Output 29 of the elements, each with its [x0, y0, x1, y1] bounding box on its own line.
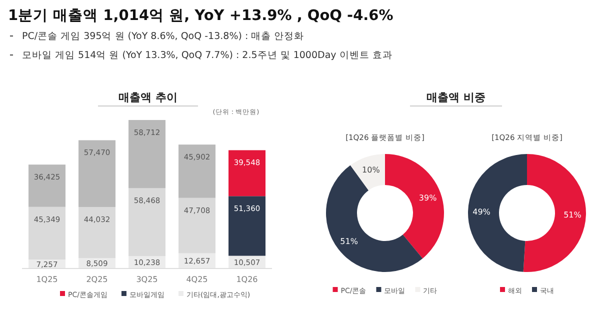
bar [128, 188, 166, 256]
bar [28, 164, 66, 207]
donut-slice [523, 154, 586, 272]
bar [128, 120, 166, 188]
bar [228, 150, 266, 196]
donut-slice [385, 154, 444, 258]
bar [28, 206, 66, 260]
data-label: 51% [340, 236, 358, 246]
chart-title: 매출액 추이 [118, 91, 178, 104]
x-tick-label: 2Q25 [86, 275, 108, 284]
donut-slice [468, 154, 527, 272]
text: 1분기 매출액 1,014억 원, YoY +13.9% , QoQ -4.6% [8, 8, 394, 24]
data-label: 10% [362, 166, 380, 175]
data-label: 51% [564, 210, 582, 220]
chart-title: 매출액 비중 [426, 91, 486, 104]
donut-slice [350, 154, 385, 190]
x-tick-label: 1Q26 [236, 275, 258, 284]
bar [178, 198, 216, 254]
text: 모바일 게임 514억 원 (YoY 13.3%, QoQ 7.7%) : 2.5주년 및 1000Day 이벤트 효과 [22, 50, 392, 61]
x-tick-label: 3Q25 [136, 275, 158, 284]
x-tick-label: 4Q25 [186, 275, 208, 284]
data-label: 39% [418, 194, 438, 203]
text: PC/콘솔 게임 395억 원 (YoY 8.6%, QoQ -13.8%) : 매출 안정화 [22, 31, 304, 42]
x-tick-label: 1Q25 [36, 275, 58, 284]
data-label: 49% [472, 208, 491, 217]
bar [228, 196, 266, 256]
bar [78, 140, 116, 207]
bar [178, 144, 216, 198]
bar [78, 206, 116, 258]
